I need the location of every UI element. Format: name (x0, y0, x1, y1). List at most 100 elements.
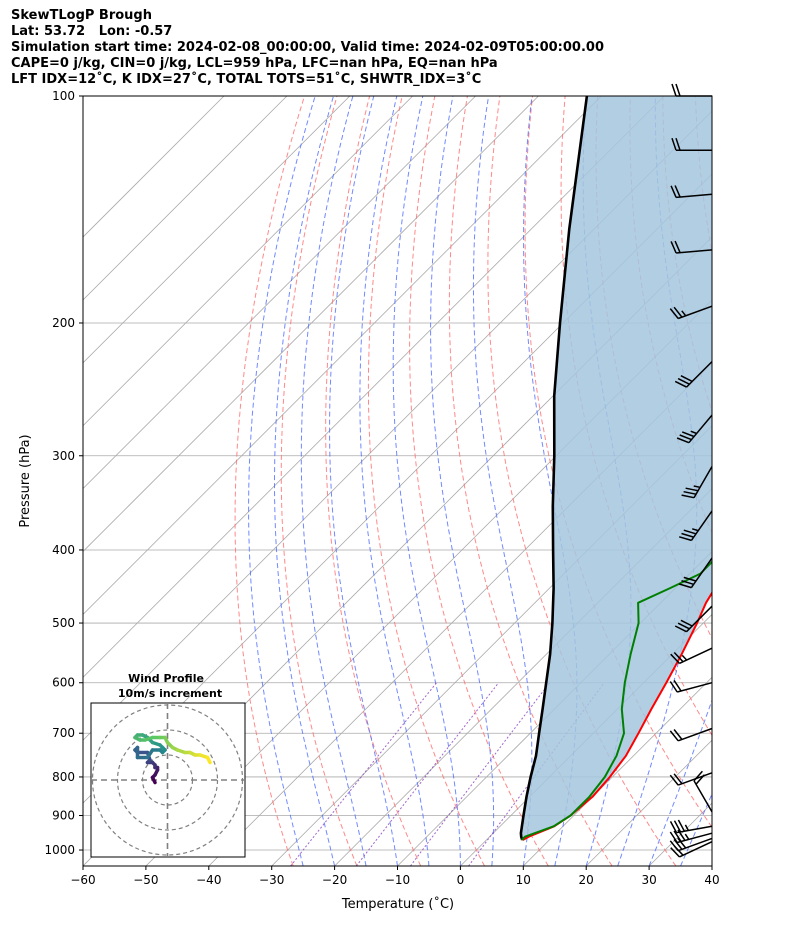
moist-adiabat (248, 96, 316, 866)
mixing-ratio-line (409, 682, 550, 866)
wind-barb (681, 466, 713, 499)
index-line: LFT IDX=12˚C, K IDX=27˚C, TOTAL TOTS=51˚… (11, 72, 482, 87)
x-tick-label: −10 (385, 873, 410, 887)
isotherm-line (83, 96, 288, 301)
plot-area (83, 96, 794, 866)
wind-barb-shape (678, 557, 713, 589)
wind-barb-shape (681, 466, 713, 499)
wind-barb (693, 770, 713, 813)
isotherm-line (83, 96, 602, 615)
y-tick-label: 400 (52, 543, 75, 557)
wind-barb (676, 414, 713, 444)
x-tick-label: 30 (641, 873, 656, 887)
isotherm-line (775, 96, 794, 866)
moist-adiabat (617, 96, 698, 866)
isotherm-line (523, 676, 712, 866)
hodograph-ring (116, 729, 219, 831)
x-axis-label: Temperature (˚C) (341, 896, 454, 912)
isotherm-line (83, 96, 225, 238)
wind-barb (670, 185, 713, 199)
x-tick-label: −20 (322, 873, 347, 887)
y-axis-label: Pressure (hPa) (18, 434, 33, 527)
wind-barb-shape (670, 240, 713, 254)
parcel-profile-line (519, 96, 589, 841)
cin-shading (520, 96, 712, 840)
wind-barb-shape (669, 837, 713, 852)
isotherm-line (83, 96, 539, 553)
moist-adiabat (744, 96, 794, 866)
wind-barb-shape (671, 137, 712, 151)
y-tick-label: 800 (52, 770, 75, 784)
moist-adiabat (392, 96, 461, 866)
moist-adiabat (522, 96, 578, 866)
wind-barb (671, 137, 712, 151)
moist-adiabat (711, 864, 712, 866)
isotherm-line (711, 865, 712, 866)
wind-barb-shape (670, 647, 713, 665)
dry-adiabat (409, 96, 549, 866)
wind-barb-shape (678, 510, 713, 542)
isotherm-line (145, 299, 712, 866)
moist-adiabat (300, 96, 367, 866)
wind-barb-shape (693, 770, 713, 813)
dry-adiabat (280, 96, 358, 866)
x-tick-label: −30 (259, 873, 284, 887)
wind-barb (678, 557, 713, 589)
wind-barb-shape (669, 727, 713, 742)
x-tick-label: 10 (516, 873, 531, 887)
x-tick-label: 40 (704, 873, 719, 887)
moist-adiabat (274, 96, 336, 866)
wind-barb (669, 837, 713, 852)
plot-clip-group (83, 96, 794, 866)
hodograph-title: Wind Profile (128, 672, 204, 685)
isotherm-line (83, 96, 665, 678)
chart-header: SkewTLogP Brough Lat: 53.72 Lon: -0.57 S… (11, 8, 604, 88)
moist-adiabat (472, 96, 533, 866)
x-tick-label: −40 (196, 873, 221, 887)
dry-adiabat (367, 96, 485, 866)
wind-barb (671, 83, 712, 97)
moist-adiabat (329, 96, 398, 866)
y-tick-label: 300 (52, 449, 75, 463)
wind-barb (674, 361, 713, 388)
isotherm-line (397, 550, 712, 866)
moist-adiabat (680, 792, 712, 866)
wind-barb-shape (669, 305, 713, 320)
isotherm-line (271, 425, 712, 866)
wind-barb (678, 510, 713, 542)
wind-barb-shape (669, 829, 713, 844)
dry-adiabat (448, 96, 613, 866)
wind-barb (669, 679, 713, 693)
cape-line: CAPE=0 j/kg, CIN=0 j/kg, LCL=959 hPa, LF… (11, 56, 498, 71)
y-tick-label: 700 (52, 726, 75, 740)
wind-barb (670, 240, 713, 254)
temperature-profile-line (522, 591, 712, 841)
x-tick-label: 0 (457, 873, 465, 887)
wind-barb-shape (674, 605, 713, 633)
wind-barb-shape (669, 772, 713, 786)
dry-adiabat (234, 96, 305, 866)
y-tick-label: 1000 (44, 843, 75, 857)
wind-barb-shape (670, 185, 713, 199)
wind-barbs (669, 83, 713, 858)
x-tick-label: 20 (579, 873, 594, 887)
y-tick-label: 900 (52, 809, 75, 823)
wind-barb (669, 305, 713, 320)
wind-barb (669, 829, 713, 844)
chart-title: SkewTLogP Brough (11, 8, 152, 23)
wind-barb-shape (676, 414, 713, 444)
x-tick-label: −50 (133, 873, 158, 887)
wind-barb (670, 647, 713, 665)
x-tick-label: −60 (70, 873, 95, 887)
y-tick-label: 600 (52, 676, 75, 690)
y-tick-label: 200 (52, 316, 75, 330)
hodograph: Wind Profile 10m/s increment (90, 672, 246, 858)
wind-barb (669, 727, 713, 742)
wind-barb-shape (669, 819, 713, 834)
isotherm-line (83, 96, 351, 364)
moist-adiabat (430, 96, 495, 866)
dry-adiabat (524, 96, 712, 829)
dry-adiabat (728, 96, 794, 866)
moist-adiabat (359, 96, 430, 866)
